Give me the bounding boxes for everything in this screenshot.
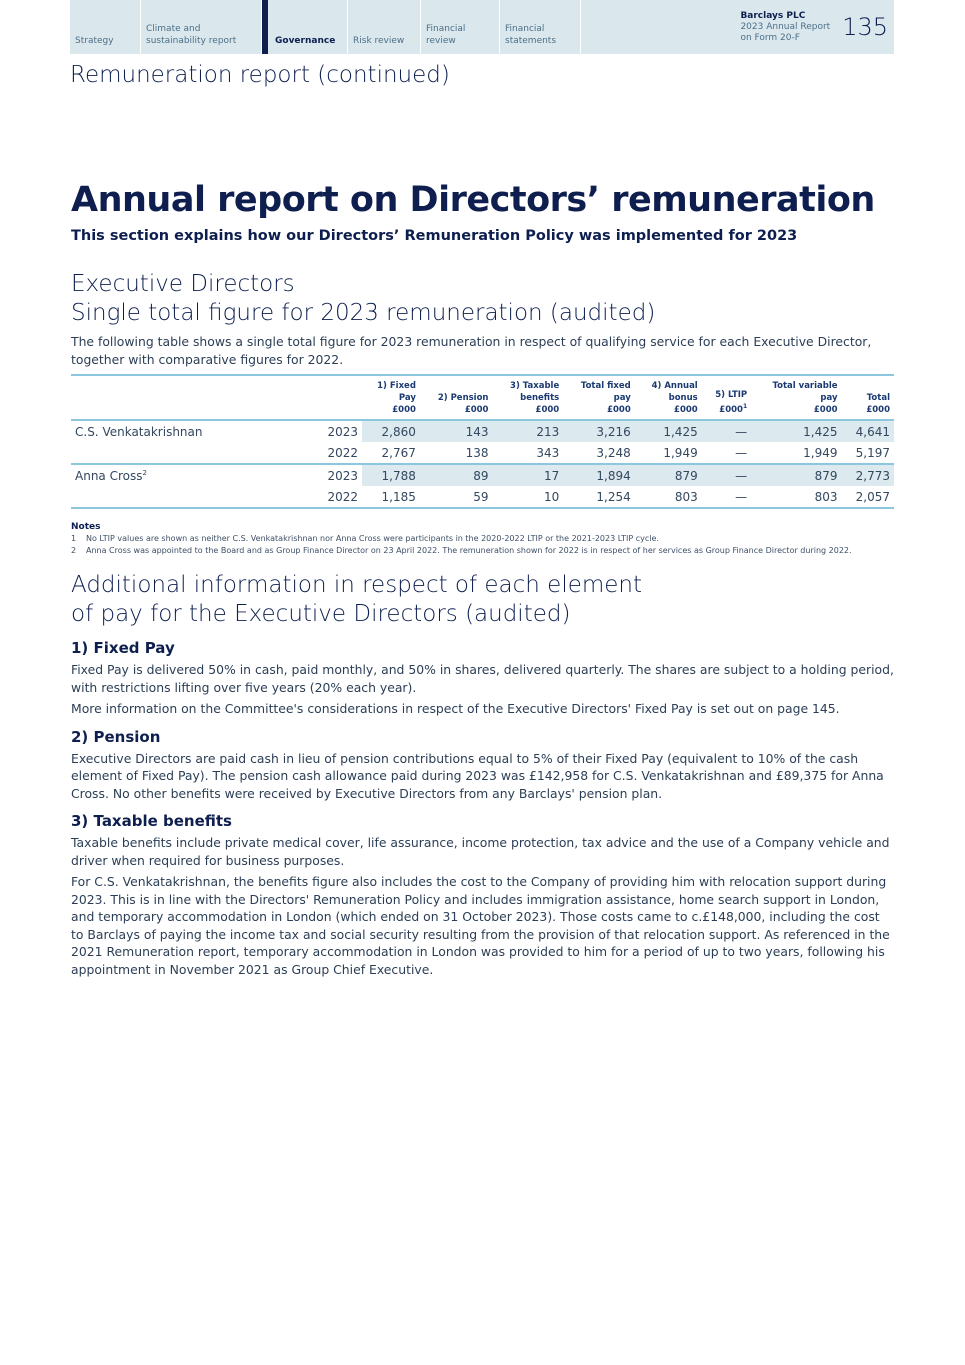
col-header: 3) Taxable benefits £000	[492, 374, 564, 421]
tab-risk-review[interactable]: Risk review	[348, 0, 421, 54]
table-row: C.S. Venkatakrishnan 2023 2,860 143 213 3,216…	[71, 420, 894, 442]
cell-value: —	[701, 463, 752, 486]
cell-value: 2,767	[381, 445, 416, 460]
paragraph: Taxable benefits include private medical…	[71, 835, 890, 868]
section-heading: 2) Pension	[71, 727, 161, 746]
table-row: 2022 2,767 138 343 3,248 1,949 — 1,949 5,197	[71, 442, 894, 464]
paragraph: Fixed Pay is delivered 50% in cash, paid…	[71, 662, 894, 695]
cell-value: 1,185	[362, 486, 420, 509]
director-name: Anna Cross2	[71, 463, 309, 486]
cell-value: 89	[419, 463, 493, 486]
paragraph: For C.S. Venkatakrishnan, the benefits f…	[71, 874, 890, 977]
section-heading: 1) Fixed Pay	[71, 639, 175, 657]
cell-value: —	[701, 420, 752, 442]
director-name: C.S. Venkatakrishnan	[75, 424, 203, 439]
cell-value: 1,949	[803, 445, 838, 460]
exec-heading: Executive Directors	[71, 271, 295, 297]
col-header: Total £000	[841, 374, 894, 421]
cell-value: 1,254	[563, 486, 635, 509]
paragraph: More information on the Committee's cons…	[71, 701, 840, 716]
col-header: Total variable pay £000	[751, 374, 842, 421]
cell-value: 803	[634, 486, 702, 509]
cell-value: 879	[634, 463, 702, 486]
report-line2: on Form 20-F	[740, 32, 800, 43]
cell-value: 143	[419, 420, 493, 442]
cell-value: 1,949	[663, 445, 698, 460]
cell-value: 2,860	[362, 420, 420, 442]
cell-value: 10	[492, 486, 564, 509]
cell-value: 213	[492, 420, 564, 442]
cell-value: 4,641	[841, 420, 894, 442]
table-row: 2022 1,185 59 10 1,254 803—803 2,057	[71, 486, 894, 509]
note-2: 2 Anna Cross was appointed to the Board a…	[71, 546, 852, 555]
year: 2022	[309, 486, 362, 509]
tab-financial-statements[interactable]: Financial statements	[500, 0, 581, 54]
brand: Barclays PLC 2023 Annual Report on Form 20…	[740, 0, 894, 54]
col-header: 2) Pension £000	[419, 374, 493, 421]
cell-value: 3,216	[563, 420, 635, 442]
pay-element-section: 1) Fixed Pay Fixed Pay is delivered 50% i…	[71, 639, 894, 718]
cell-value: 1,425	[751, 420, 842, 442]
remuneration-table: 1) Fixed Pay £000 2) Pension £000 3) Taxabl…	[71, 374, 894, 509]
cell-value: 2,057	[841, 486, 894, 509]
pay-element-section: 2) Pension Executive Directors are paid c…	[71, 728, 894, 803]
cell-value: 17	[492, 463, 564, 486]
cell-value: 3,248	[596, 445, 631, 460]
director-name	[71, 486, 309, 509]
additional-subheading: of pay for the Executive Directors (audi…	[71, 601, 571, 627]
year: 2022	[327, 445, 358, 460]
notes: Notes 1 No LTIP values are shown as neith…	[71, 521, 894, 557]
cell-value: 59	[419, 486, 493, 509]
page-title: Annual report on Directors’ remuneration	[71, 180, 875, 220]
cell-value: 1,425	[634, 420, 702, 442]
table-row: Anna Cross2 2023 1,788 89 17 1,894 879—879 2,77…	[71, 463, 894, 486]
exec-intro: The following table shows a single total…	[71, 334, 872, 367]
tab-strategy[interactable]: Strategy	[70, 0, 141, 54]
cell-value: —	[735, 445, 748, 460]
additional-heading: Additional information in respect of eac…	[71, 572, 643, 598]
cell-value: 1,788	[362, 463, 420, 486]
cell-value: 1,894	[563, 463, 635, 486]
cell-value: 803	[751, 486, 842, 509]
cell-value: 879	[751, 463, 842, 486]
brand-name: Barclays PLC	[740, 10, 806, 21]
tab-governance[interactable]: Governance	[262, 0, 348, 54]
section-heading: 3) Taxable benefits	[71, 812, 232, 830]
exec-subheading: Single total figure for 2023 remuneratio…	[71, 300, 656, 326]
tab-climate[interactable]: Climate and sustainability report	[141, 0, 262, 54]
col-header: 5) LTIP £0001	[701, 374, 752, 421]
note-1: 1 No LTIP values are shown as neither C.S…	[71, 534, 659, 543]
year: 2023	[327, 424, 358, 439]
cell-value: 2,773	[841, 463, 894, 486]
page-number: 135	[842, 13, 888, 41]
section-title: Remuneration report (continued)	[70, 62, 450, 88]
year: 2023	[309, 463, 362, 486]
top-nav: Strategy Climate and sustainability repo…	[70, 0, 894, 54]
tab-financial-review[interactable]: Financial review	[421, 0, 500, 54]
cell-value: 5,197	[855, 445, 890, 460]
cell-value: 138	[465, 445, 489, 460]
cell-value: —	[701, 486, 752, 509]
director-name	[71, 442, 309, 464]
notes-title: Notes	[71, 522, 101, 532]
cell-value: 343	[536, 445, 560, 460]
report-line1: 2023 Annual Report	[740, 21, 831, 32]
page-subtitle: This section explains how our Directors’…	[71, 228, 798, 244]
col-header: 1) Fixed Pay £000	[362, 374, 420, 421]
pay-element-section: 3) Taxable benefits Taxable benefits incl…	[71, 812, 894, 978]
paragraph: Executive Directors are paid cash in lie…	[71, 750, 884, 801]
col-header: Total fixed pay £000	[563, 374, 635, 421]
col-header: 4) Annual bonus £000	[634, 374, 702, 421]
